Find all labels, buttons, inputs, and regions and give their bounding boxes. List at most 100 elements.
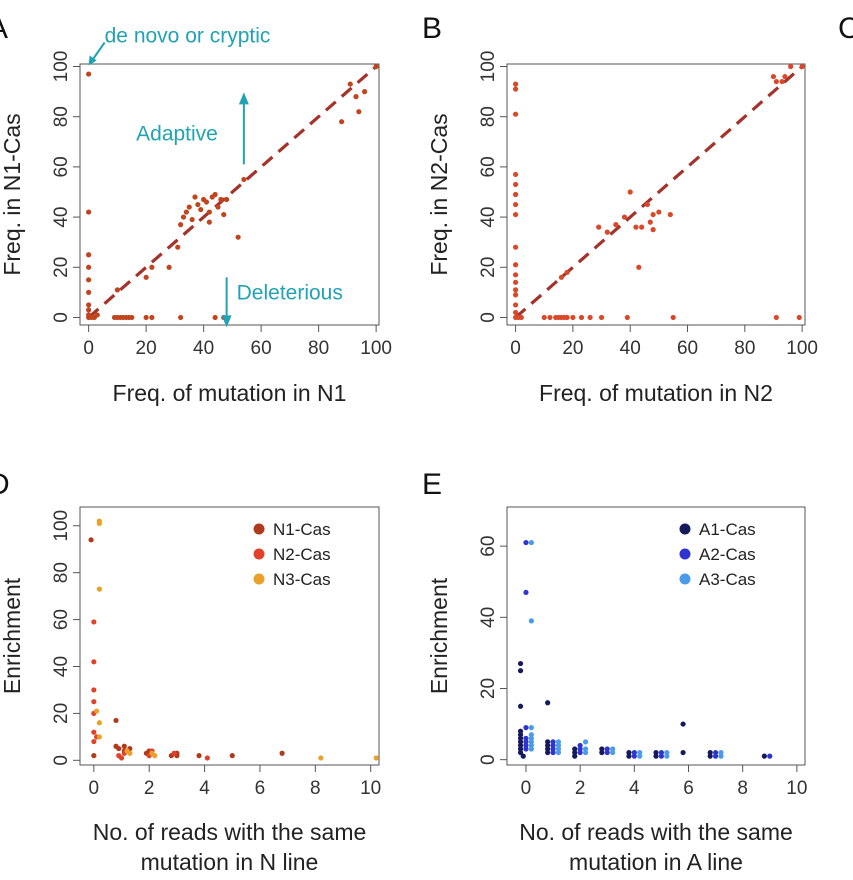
data-point-a bbox=[149, 314, 155, 321]
data-point-a3-cas bbox=[610, 749, 616, 756]
legend-label-a3-cas: A3-Cas bbox=[699, 570, 756, 589]
data-point-a3-cas bbox=[528, 732, 534, 738]
y-tick-label-e: 40 bbox=[478, 607, 499, 628]
data-point-a1-cas bbox=[517, 735, 524, 741]
data-point-a3-cas bbox=[555, 749, 562, 756]
data-point-a bbox=[339, 119, 345, 125]
data-point-n2-cas bbox=[91, 729, 97, 735]
data-point-a1-cas bbox=[572, 753, 578, 759]
data-point-a bbox=[186, 204, 192, 210]
data-point-a2-cas bbox=[523, 725, 529, 731]
data-point-n3-cas bbox=[96, 586, 102, 592]
data-point-b bbox=[667, 211, 673, 218]
data-point-a3-cas bbox=[555, 746, 562, 752]
data-point-b bbox=[799, 63, 805, 70]
data-point-b bbox=[512, 111, 519, 117]
data-point-a bbox=[373, 63, 379, 70]
data-point-b bbox=[512, 81, 519, 87]
data-point-b bbox=[558, 274, 565, 280]
data-point-n2-cas bbox=[91, 699, 97, 705]
panel-b: 0 20 40 60 80 100 0 20 40 60 80 100 Freq. of mutatio… bbox=[426, 51, 818, 406]
data-point-n1-cas bbox=[196, 753, 202, 759]
x-tick-label-a: 80 bbox=[308, 338, 329, 359]
data-point-a bbox=[143, 274, 149, 280]
data-point-b bbox=[512, 181, 519, 188]
data-point-b bbox=[773, 78, 779, 85]
x-tick-label-b: 100 bbox=[786, 338, 818, 359]
x-tick-label-a: 40 bbox=[193, 338, 214, 359]
data-point-a bbox=[143, 314, 149, 321]
data-point-b bbox=[570, 314, 576, 321]
y-tick-label-a: 80 bbox=[51, 106, 72, 127]
x-tick-label-b: 80 bbox=[734, 338, 755, 359]
data-point-a3-cas bbox=[528, 618, 534, 624]
data-point-b bbox=[779, 78, 785, 85]
data-point-b bbox=[788, 63, 794, 70]
data-point-n2-cas bbox=[171, 750, 177, 756]
data-point-b bbox=[512, 171, 519, 178]
data-point-a bbox=[86, 209, 92, 215]
y-tick-label-a: 20 bbox=[51, 257, 72, 278]
legend-label-a1-cas: A1-Cas bbox=[699, 520, 756, 539]
data-point-n3-cas bbox=[152, 753, 158, 759]
data-point-a2-cas bbox=[767, 753, 773, 759]
data-point-a2-cas bbox=[577, 749, 583, 756]
data-point-n2-cas bbox=[91, 659, 97, 665]
data-point-a bbox=[206, 209, 212, 215]
x-axis-label-line-a: Freq. of mutation in N1 bbox=[113, 380, 347, 406]
x-axis-label-a: Freq. of mutation in N1 bbox=[113, 380, 347, 406]
x-tick-label-e: 2 bbox=[575, 778, 586, 799]
data-point-b bbox=[796, 314, 802, 321]
x-tick-label-d: 0 bbox=[89, 778, 100, 799]
data-point-a2-cas bbox=[577, 746, 583, 752]
x-tick-label-d: 6 bbox=[255, 778, 266, 799]
x-tick-label-b: 60 bbox=[677, 338, 698, 359]
data-point-a1-cas bbox=[517, 749, 524, 756]
data-point-a3-cas bbox=[528, 742, 534, 749]
data-point-n3-cas bbox=[96, 734, 102, 740]
data-point-a1-cas bbox=[517, 742, 524, 749]
legend-label-n1-cas: N1-Cas bbox=[273, 520, 331, 539]
data-point-a1-cas bbox=[653, 753, 659, 759]
data-point-a bbox=[86, 277, 92, 283]
data-point-a bbox=[192, 194, 198, 200]
data-point-b bbox=[578, 314, 585, 321]
data-point-a bbox=[347, 81, 353, 87]
data-point-a3-cas bbox=[528, 735, 534, 741]
data-point-a3-cas bbox=[582, 749, 589, 756]
y-tick-label-a: 40 bbox=[51, 207, 72, 228]
panel-label-d: D bbox=[0, 468, 10, 501]
y-tick-label-d: 20 bbox=[51, 703, 72, 724]
data-point-a2-cas bbox=[604, 749, 610, 756]
data-point-n2-cas bbox=[118, 755, 125, 761]
y-tick-label-d: 60 bbox=[51, 609, 72, 630]
data-point-a bbox=[362, 89, 368, 95]
legend-label-a2-cas: A2-Cas bbox=[699, 545, 756, 564]
data-point-a3-cas bbox=[664, 753, 670, 759]
data-point-b bbox=[547, 314, 553, 321]
data-point-b bbox=[633, 224, 639, 230]
data-point-b bbox=[564, 314, 570, 321]
data-point-a1-cas bbox=[653, 749, 659, 756]
x-tick-label-a: 100 bbox=[360, 338, 392, 359]
data-point-n1-cas bbox=[121, 743, 127, 749]
data-point-a3-cas bbox=[528, 739, 534, 745]
data-point-a1-cas bbox=[572, 746, 578, 752]
data-point-n1-cas bbox=[229, 753, 235, 759]
data-point-a bbox=[356, 109, 362, 115]
y-tick-label-b: 40 bbox=[478, 207, 499, 228]
data-point-a bbox=[189, 216, 195, 223]
y-tick-label-b: 60 bbox=[478, 156, 499, 177]
data-point-n2-cas bbox=[91, 619, 97, 625]
data-point-b bbox=[512, 211, 519, 218]
data-point-n3-cas bbox=[373, 755, 379, 761]
data-point-b bbox=[596, 224, 602, 230]
plot-frame-d bbox=[79, 506, 380, 766]
annotation-arrowhead-2 bbox=[221, 315, 232, 328]
data-point-n2-cas bbox=[91, 738, 97, 745]
x-tick-label-a: 0 bbox=[83, 338, 94, 359]
x-tick-label-d: 10 bbox=[360, 778, 381, 799]
annotation-deleterious: Deleterious bbox=[237, 281, 343, 304]
